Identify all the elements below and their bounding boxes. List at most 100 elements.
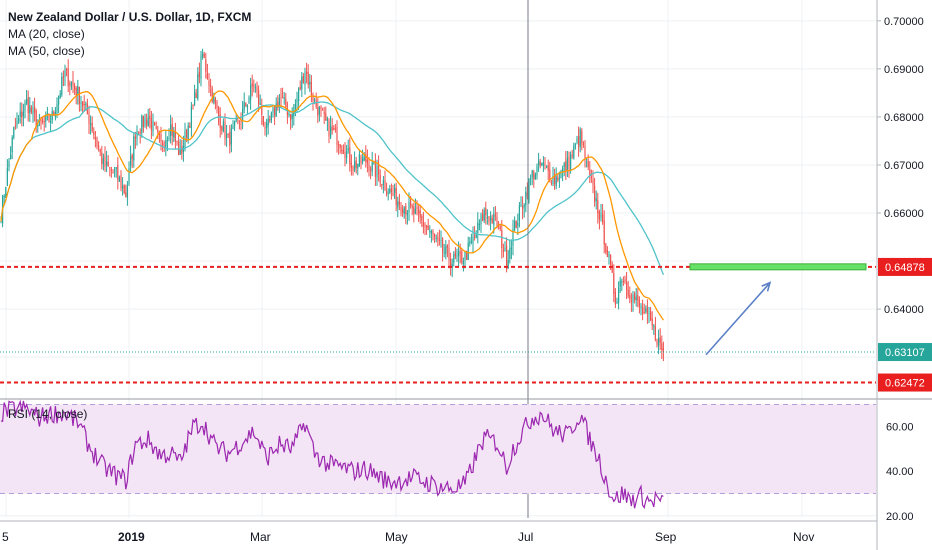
ma50-legend[interactable]: MA (50, close) xyxy=(8,44,85,58)
candle-body xyxy=(323,111,325,114)
candle xyxy=(298,87,300,111)
candle-body xyxy=(256,87,258,92)
candle-body xyxy=(525,191,527,206)
candle xyxy=(437,232,439,247)
candle xyxy=(43,115,45,132)
symbol-title[interactable]: New Zealand Dollar / U.S. Dollar, 1D, FX… xyxy=(8,10,252,24)
rsi-line xyxy=(0,399,664,510)
candle xyxy=(211,85,213,104)
candle-body xyxy=(602,214,604,222)
ma20-legend[interactable]: MA (20, close) xyxy=(8,27,85,41)
candle-body xyxy=(214,98,216,104)
time-label: May xyxy=(385,530,408,544)
candle-body xyxy=(589,169,591,176)
candle xyxy=(414,198,416,215)
candle-body xyxy=(237,118,239,120)
candle xyxy=(496,211,498,229)
candle-body xyxy=(147,117,149,127)
candle xyxy=(21,102,23,127)
candle-body xyxy=(294,103,296,113)
candle xyxy=(262,115,264,127)
candle-body xyxy=(470,241,472,243)
candle xyxy=(630,293,632,312)
candle-body xyxy=(53,111,55,115)
candle xyxy=(136,125,138,146)
candle xyxy=(379,169,381,188)
candle xyxy=(246,104,248,115)
candle-body xyxy=(510,247,512,250)
candle-body xyxy=(261,105,263,115)
candle-body xyxy=(202,53,204,57)
candle xyxy=(264,121,266,136)
candle-body xyxy=(419,211,421,218)
candle xyxy=(272,106,274,118)
candle xyxy=(627,281,629,299)
candle-body xyxy=(477,222,479,233)
candle xyxy=(512,219,514,256)
candle-body xyxy=(203,53,205,59)
candle-body xyxy=(536,166,538,176)
candle-body xyxy=(496,216,498,226)
candle xyxy=(19,102,21,124)
candle xyxy=(557,173,559,183)
candle xyxy=(442,237,444,262)
candle xyxy=(18,115,20,124)
candle-body xyxy=(422,221,424,227)
candle xyxy=(440,230,442,248)
candle-body xyxy=(653,325,655,327)
candle xyxy=(530,174,532,186)
support-price-label: 0.62472 xyxy=(885,378,925,390)
candle-body xyxy=(654,326,656,340)
candle xyxy=(88,105,90,135)
rsi-legend[interactable]: RSI (14, close) xyxy=(8,407,88,421)
candle xyxy=(328,118,330,144)
candle xyxy=(64,64,66,86)
candle-body xyxy=(312,94,314,102)
candle-body xyxy=(258,90,260,105)
candle xyxy=(330,115,332,140)
candle-body xyxy=(288,113,290,116)
candle xyxy=(402,204,404,217)
candle xyxy=(222,118,224,133)
candle xyxy=(78,86,80,112)
candle-body xyxy=(421,216,423,221)
candle xyxy=(582,141,584,148)
candle-body xyxy=(405,205,407,214)
candle xyxy=(333,125,335,131)
candle-body xyxy=(642,307,644,314)
candle-body xyxy=(398,201,400,205)
candle-body xyxy=(26,99,28,104)
candle xyxy=(24,99,26,119)
candle-body xyxy=(395,187,397,206)
candle xyxy=(595,190,597,210)
candle xyxy=(293,104,295,126)
candle-body xyxy=(499,226,501,230)
candle-body xyxy=(573,145,575,158)
candle xyxy=(602,204,604,225)
candle xyxy=(309,73,311,92)
candle-body xyxy=(344,151,346,159)
candle xyxy=(349,137,351,172)
candle-body xyxy=(120,175,122,189)
candle-body xyxy=(336,126,338,146)
candle xyxy=(154,121,156,126)
candle-body xyxy=(91,122,93,131)
candle xyxy=(341,145,343,155)
candle-body xyxy=(301,76,303,90)
candle-body xyxy=(155,126,157,129)
candle-body xyxy=(195,93,197,98)
candle-body xyxy=(382,180,384,185)
candle xyxy=(230,124,232,153)
candle xyxy=(646,299,648,324)
candle-body xyxy=(117,165,119,180)
candle xyxy=(302,73,304,84)
candle-body xyxy=(346,151,348,159)
candle xyxy=(99,148,101,157)
candle-body xyxy=(555,176,557,187)
candle xyxy=(418,205,420,222)
candle-body xyxy=(126,185,128,198)
candle-body xyxy=(18,118,20,122)
candle-body xyxy=(517,222,519,226)
candle-body xyxy=(333,127,335,130)
